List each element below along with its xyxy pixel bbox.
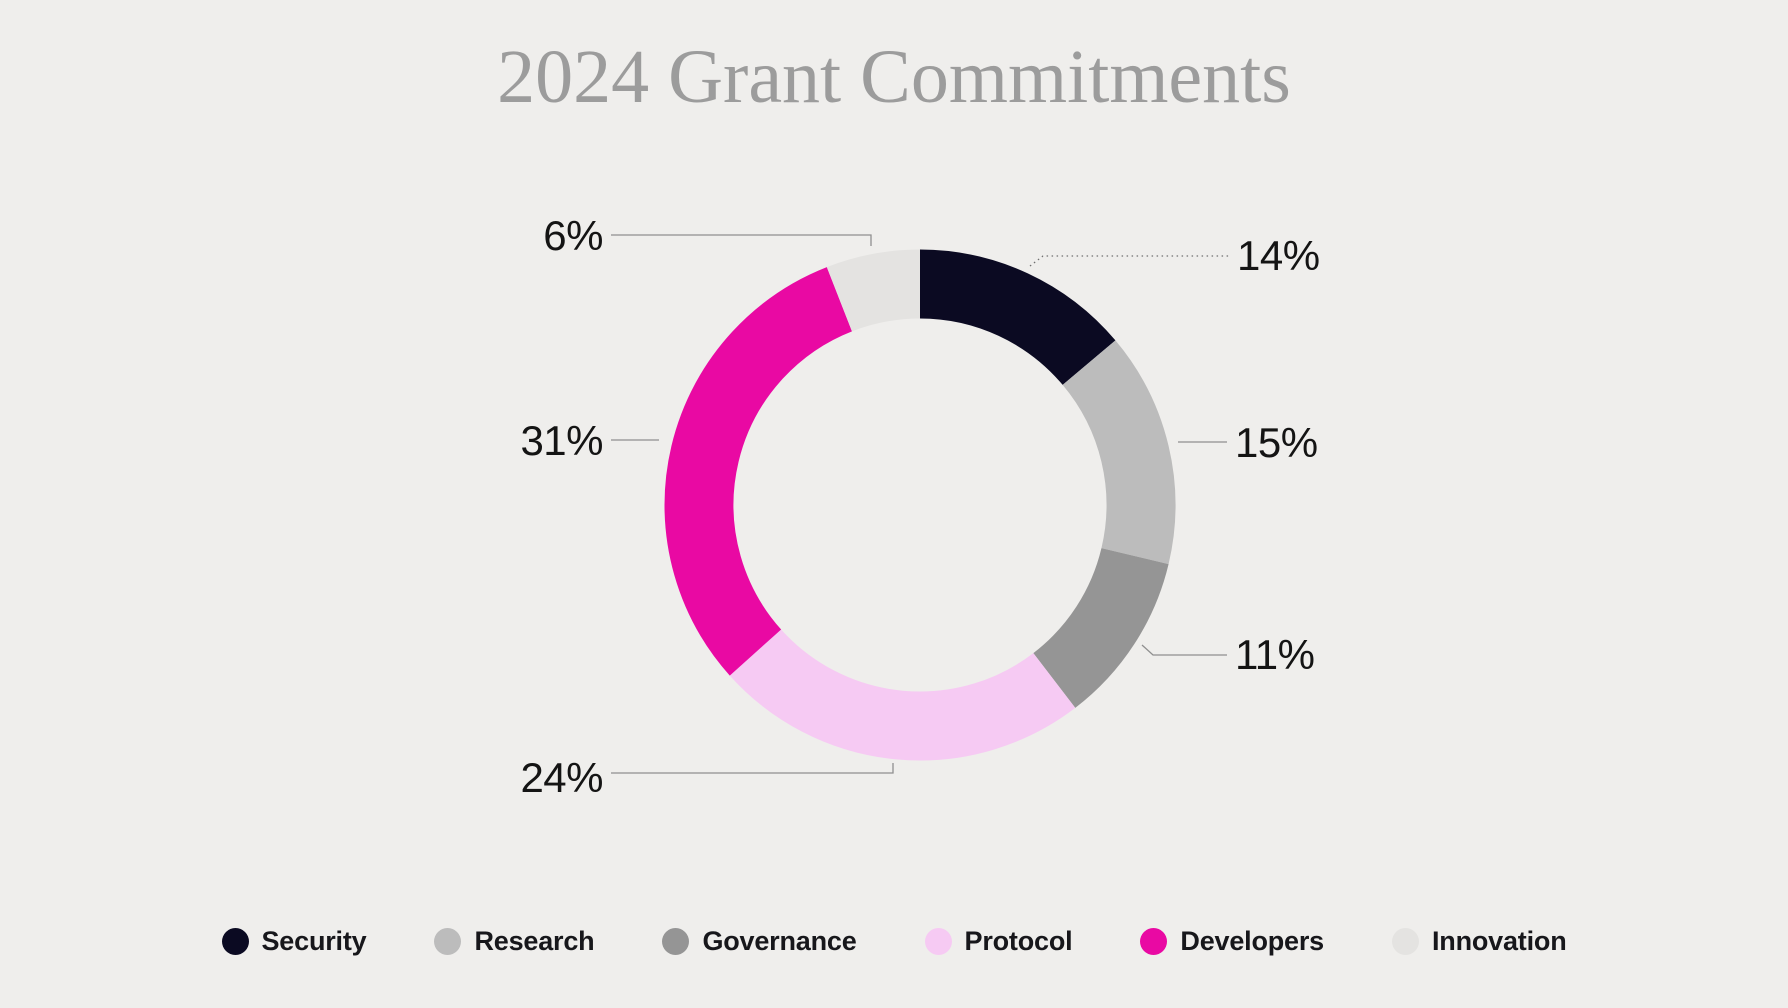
leader-line-innovation [611, 234, 872, 246]
legend-label-governance: Governance [702, 926, 857, 956]
legend-label-protocol: Protocol [964, 926, 1073, 956]
leader-line-security [1029, 255, 1229, 267]
legend-item-research: Research [434, 926, 595, 957]
donut-segment-protocol [729, 629, 1076, 761]
legend-item-governance: Governance [662, 926, 857, 957]
legend: Security Research Governance Protocol Develo… [0, 926, 1788, 957]
legend-dot-protocol-icon [924, 928, 952, 955]
legend-label-research: Research [474, 926, 595, 956]
legend-dot-research-icon [434, 928, 462, 955]
leader-line-governance [1141, 644, 1227, 656]
legend-item-security: Security [221, 926, 367, 957]
legend-label-security: Security [261, 926, 367, 956]
legend-item-innovation: Innovation [1392, 926, 1567, 957]
pct-label-developers: 31% [520, 417, 603, 464]
donut-segment-research [1062, 340, 1176, 565]
legend-item-developers: Developers [1140, 926, 1324, 957]
legend-dot-developers-icon [1140, 928, 1168, 955]
leader-line-protocol [611, 763, 894, 774]
pct-label-protocol: 24% [520, 754, 603, 801]
pct-label-security: 14% [1237, 232, 1320, 279]
legend-label-developers: Developers [1180, 926, 1324, 956]
legend-dot-innovation-icon [1392, 928, 1419, 955]
donut-segment-developers [664, 267, 853, 676]
legend-label-innovation: Innovation [1432, 926, 1567, 956]
pct-label-governance: 11% [1235, 631, 1315, 678]
chart-title: 2024 Grant Commitments [497, 35, 1291, 119]
donut-segment-security [919, 249, 1116, 386]
legend-dot-governance-icon [662, 928, 690, 955]
donut-segment-governance [1032, 547, 1169, 708]
legend-item-protocol: Protocol [924, 926, 1073, 957]
donut-segment-innovation [826, 249, 921, 332]
pct-label-research: 15% [1235, 419, 1318, 466]
donut-segments [664, 249, 1176, 761]
pct-label-innovation: 6% [543, 212, 603, 259]
legend-dot-security-icon [221, 928, 249, 955]
